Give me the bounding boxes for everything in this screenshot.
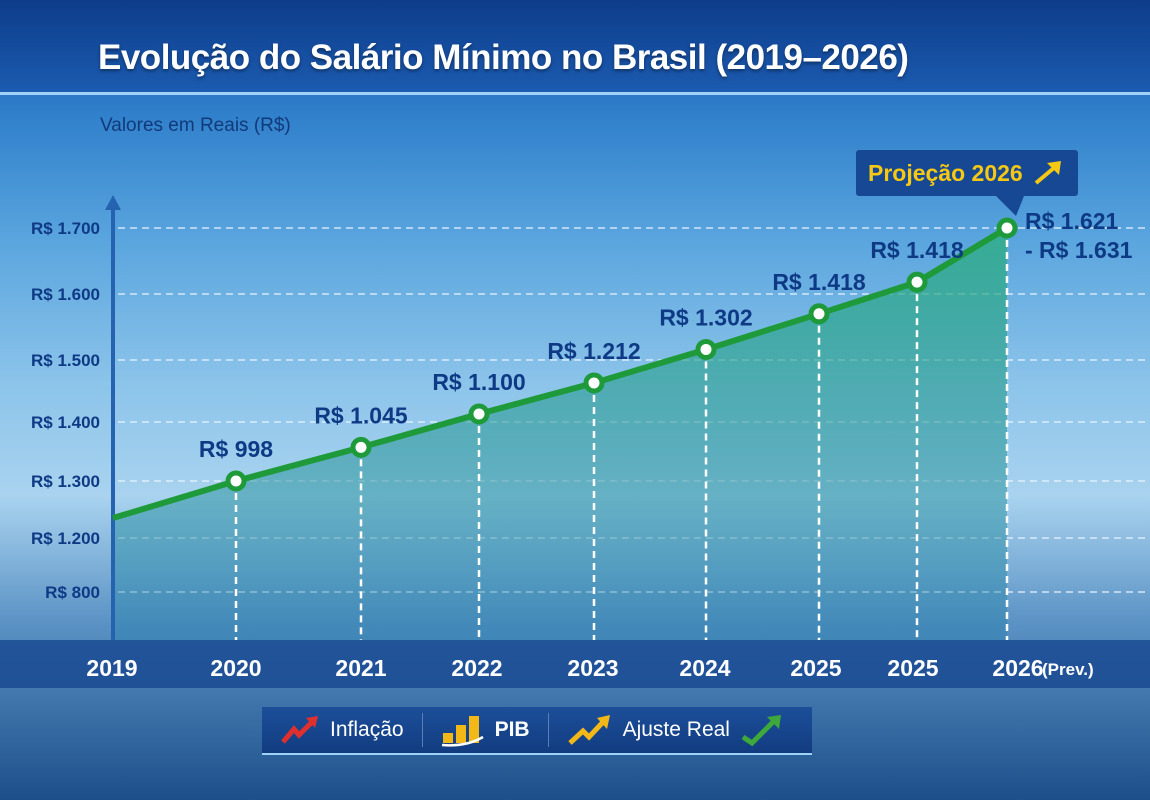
projection-value: R$ 1.621 - R$ 1.631 [1025, 207, 1132, 265]
legend-divider [547, 713, 549, 747]
yellow-trend-arrow-icon [567, 715, 610, 745]
projection-value-line2: - R$ 1.631 [1025, 237, 1133, 263]
yellow-bar-chart-icon [441, 716, 484, 747]
y-tick-label: R$ 800 [45, 583, 100, 602]
legend: Inflação PIB Ajuste Real [262, 707, 812, 755]
data-label: R$ 1.302 [659, 304, 752, 330]
legend-item-ajuste-real: Ajuste Real [622, 718, 730, 741]
legend-divider [421, 713, 423, 747]
x-tick-label: 2025 [887, 655, 938, 681]
data-label: R$ 1.045 [314, 402, 408, 428]
data-label: R$ 1.418 [772, 269, 866, 295]
red-trend-arrow-icon [281, 716, 318, 744]
x-tick-label: 2019 [86, 655, 137, 681]
projection-label: Projeção 2026 [868, 159, 1023, 186]
data-label: R$ 1.100 [432, 369, 525, 395]
data-label: R$ 1.418 [870, 237, 964, 263]
chart-title: Evolução do Salário Mínimo no Brasil (20… [98, 38, 909, 77]
legend-item-inflacao: Inflação [330, 718, 404, 741]
green-trend-arrow-icon [741, 715, 781, 747]
x-tick-label: 2022 [451, 655, 502, 681]
y-tick-label: R$ 1.600 [31, 285, 100, 304]
y-tick-label: R$ 1.400 [31, 413, 100, 432]
y-tick-label: R$ 1.700 [31, 219, 100, 238]
x-tick-label: 2026 [992, 655, 1043, 681]
legend-item-pib: PIB [494, 718, 530, 741]
data-point [695, 338, 717, 360]
area-fill [113, 228, 1007, 640]
data-point [906, 271, 928, 293]
y-tick-label: R$ 1.300 [31, 472, 100, 491]
x-tick-label: 2025 [790, 655, 841, 681]
x-tick-label: 2021 [335, 655, 386, 681]
data-point [225, 470, 247, 492]
projection-value-line1: R$ 1.621 [1025, 208, 1119, 234]
x-tick-suffix: (Prev.) [1042, 660, 1094, 679]
projection-callout: Projeção 2026 [856, 150, 1078, 216]
title-bar [0, 0, 1150, 95]
x-axis-band [0, 640, 1150, 688]
y-tick-label: R$ 1.500 [31, 351, 100, 370]
data-point [350, 436, 372, 458]
up-right-arrow-icon [1034, 161, 1061, 185]
x-tick-label: 2023 [567, 655, 618, 681]
data-label: R$ 1.212 [547, 338, 640, 364]
data-point [468, 403, 490, 425]
x-tick-label: 2024 [679, 655, 730, 681]
chart-subtitle: Valores em Reais (R$) [100, 115, 291, 136]
data-point [808, 303, 830, 325]
y-tick-label: R$ 1.200 [31, 529, 100, 548]
data-point [996, 217, 1018, 239]
data-label: R$ 998 [199, 436, 273, 462]
y-axis-arrow-icon [105, 195, 121, 210]
data-point [583, 372, 605, 394]
x-tick-label: 2020 [210, 655, 261, 681]
